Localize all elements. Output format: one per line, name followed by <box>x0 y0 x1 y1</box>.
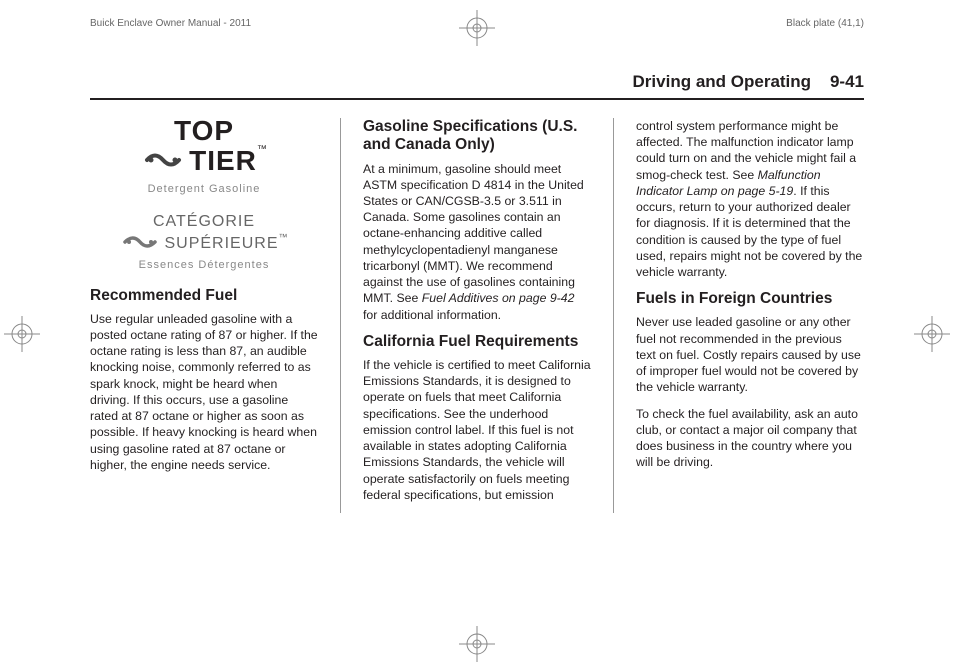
para-continued: control system performance might be affe… <box>636 118 864 280</box>
para-recommended-fuel: Use regular unleaded gasoline with a pos… <box>90 311 318 473</box>
plate-label: Black plate (41,1) <box>786 18 864 29</box>
ref-fuel-additives: Fuel Additives on page 9-42 <box>422 291 575 305</box>
section-title: Driving and Operating 9-41 <box>633 72 864 91</box>
categorie-logo: CATÉGORIE SUPÉRIEURE™ Essences Détergent… <box>90 211 318 273</box>
column-3: control system performance might be affe… <box>636 118 864 513</box>
para-gasoline-spec: At a minimum, gasoline should meet ASTM … <box>363 161 591 323</box>
para-california: If the vehicle is certified to meet Cali… <box>363 357 591 503</box>
crop-mark-bottom <box>459 626 495 662</box>
page-header: Driving and Operating 9-41 <box>90 72 864 100</box>
swirl-icon <box>141 149 185 175</box>
text-columns: TOP TIER™ Detergent Gasoline CATÉGORIE S… <box>90 118 864 513</box>
swirl-icon <box>120 232 160 256</box>
heading-recommended-fuel: Recommended Fuel <box>90 287 318 305</box>
column-2: Gasoline Specifications (U.S. and Canada… <box>363 118 591 513</box>
heading-foreign: Fuels in Foreign Countries <box>636 290 864 308</box>
heading-gasoline-spec: Gasoline Specifications (U.S. and Canada… <box>363 118 591 155</box>
top-tier-logo: TOP TIER™ Detergent Gasoline <box>90 118 318 197</box>
para-foreign-1: Never use leaded gasoline or any other f… <box>636 314 864 395</box>
crop-mark-right <box>914 316 950 352</box>
heading-california: California Fuel Requirements <box>363 333 591 351</box>
column-separator <box>340 118 341 513</box>
para-foreign-2: To check the fuel availability, ask an a… <box>636 406 864 471</box>
page-content: Driving and Operating 9-41 TOP TIER™ Det… <box>90 72 864 620</box>
manual-title: Buick Enclave Owner Manual - 2011 <box>90 18 251 29</box>
crop-mark-left <box>4 316 40 352</box>
column-1: TOP TIER™ Detergent Gasoline CATÉGORIE S… <box>90 118 318 513</box>
column-separator <box>613 118 614 513</box>
crop-mark-top <box>459 10 495 46</box>
